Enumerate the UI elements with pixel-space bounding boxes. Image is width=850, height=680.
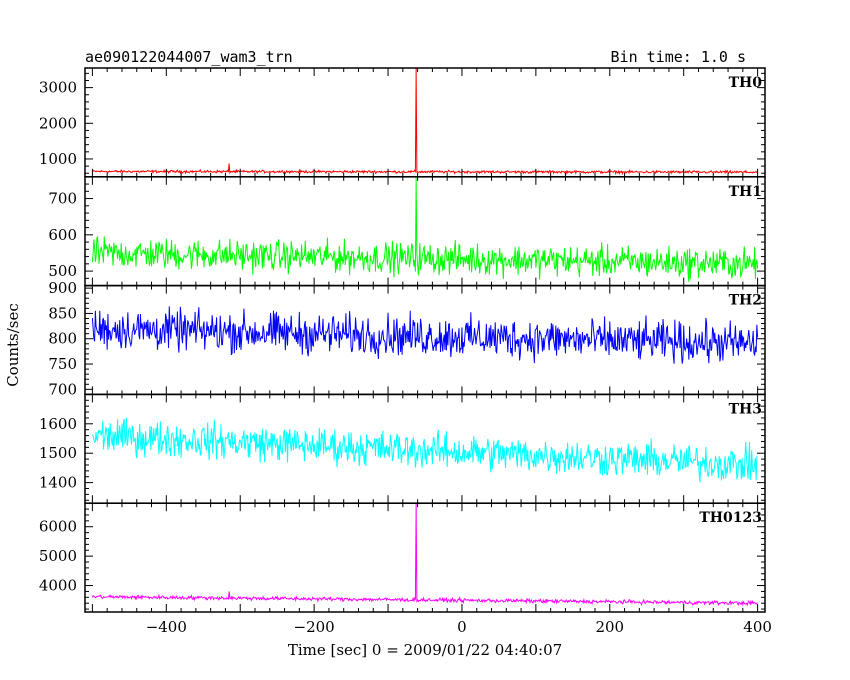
- panels-group: TH0100020003000TH1500600700TH27007508008…: [39, 67, 772, 636]
- y-tick-label: 1400: [39, 474, 77, 492]
- y-tick-label: 700: [48, 380, 77, 398]
- panel-label-th0: TH0: [729, 75, 763, 91]
- y-tick-label: 850: [48, 304, 77, 322]
- y-tick-label: 1000: [39, 150, 77, 168]
- chart-title: ae090122044007_wam3_trn: [85, 48, 293, 66]
- x-tick-label: −200: [294, 618, 335, 636]
- panel-label-th2: TH2: [729, 293, 762, 309]
- x-axis-label: Time [sec] 0 = 2009/01/22 04:40:07: [288, 641, 562, 659]
- y-tick-label: 600: [48, 226, 77, 244]
- y-tick-label: 1600: [39, 415, 77, 433]
- y-tick-label: 500: [48, 262, 77, 280]
- y-tick-label: 3000: [39, 79, 77, 97]
- y-tick-label: 1500: [39, 444, 77, 462]
- x-tick-label: 200: [595, 618, 624, 636]
- y-tick-label: 750: [48, 355, 77, 373]
- panel-label-th1: TH1: [729, 184, 762, 200]
- x-tick-label: 400: [743, 618, 772, 636]
- y-tick-label: 700: [48, 190, 77, 208]
- series-line-th0: [91, 68, 759, 176]
- panel-frame-th0: [84, 67, 766, 178]
- panel-label-th0123: TH0123: [699, 510, 762, 526]
- bin-time-label: Bin time: 1.0 s: [611, 48, 746, 66]
- y-tick-label: 6000: [39, 518, 77, 536]
- x-tick-label: 0: [457, 618, 467, 636]
- series-line-th0123: [91, 503, 758, 607]
- y-axis-label: Counts/sec: [4, 303, 22, 387]
- y-tick-label: 800: [48, 330, 77, 348]
- y-tick-label: 900: [48, 279, 77, 297]
- panel-label-th3: TH3: [729, 401, 762, 417]
- series-line-th3: [91, 417, 758, 483]
- y-tick-label: 2000: [39, 114, 77, 132]
- x-tick-label: −400: [146, 618, 187, 636]
- series-line-th2: [91, 306, 759, 364]
- series-line-th1: [91, 176, 759, 282]
- y-tick-label: 5000: [39, 547, 77, 565]
- panel-frame-th0123: [84, 502, 766, 613]
- y-tick-label: 4000: [39, 577, 77, 595]
